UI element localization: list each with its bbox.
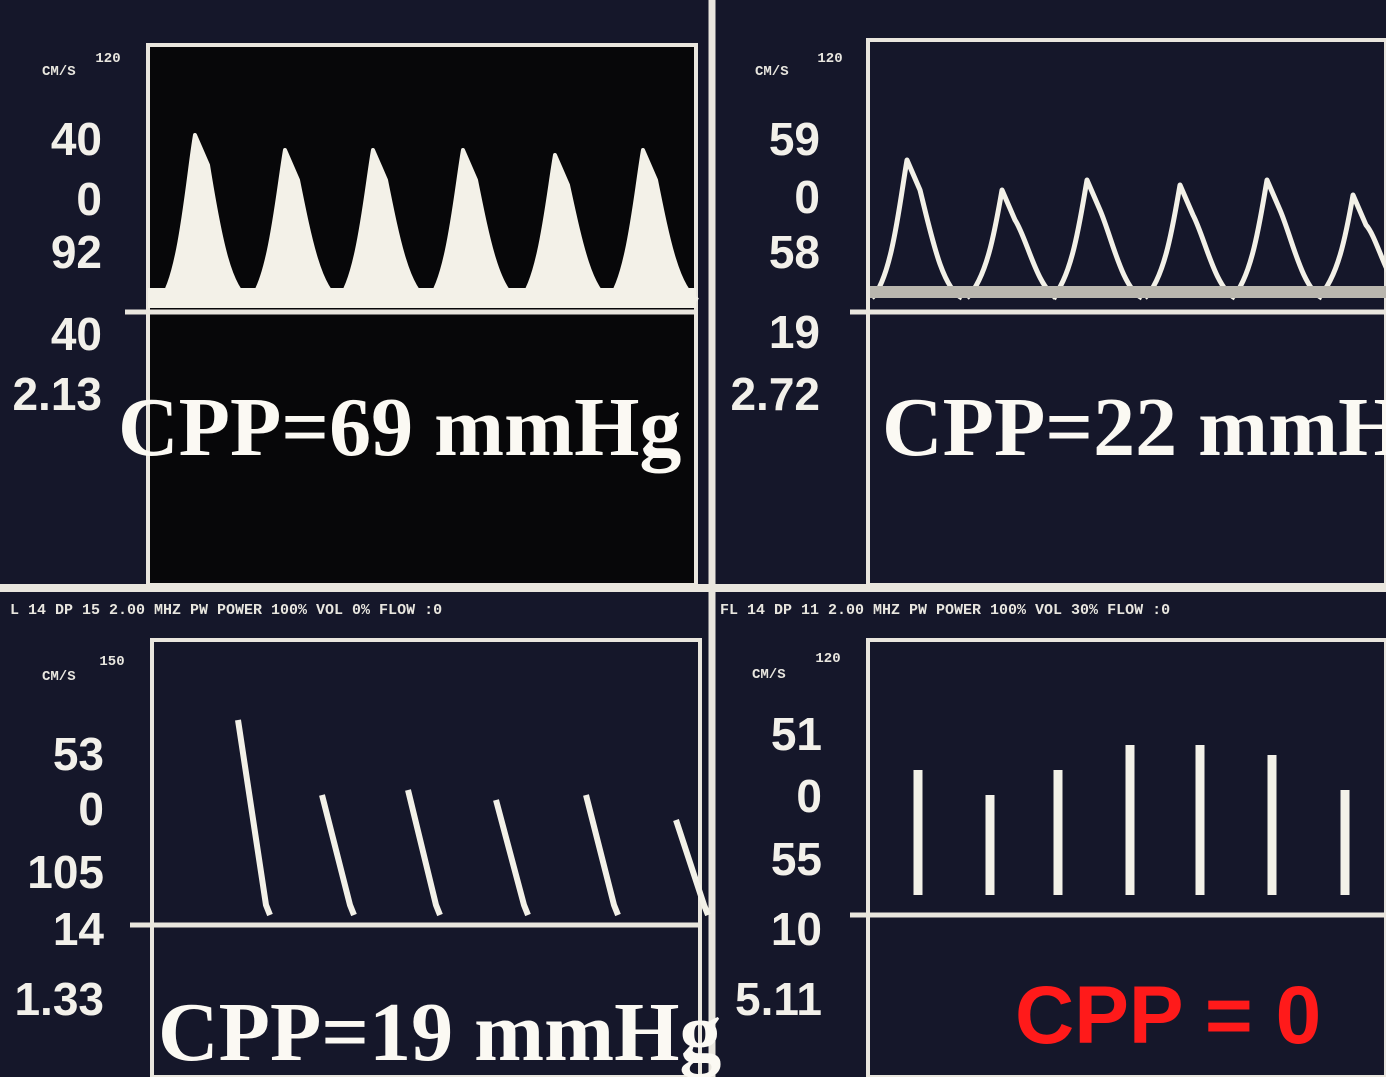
unit-label: CM/S: [755, 64, 789, 80]
readout: 53: [53, 728, 104, 780]
readout: 5.11: [735, 973, 822, 1025]
unit-label: CM/S: [42, 669, 76, 685]
readout: 59: [769, 113, 820, 165]
readout: 105: [27, 846, 104, 898]
readout: 19: [769, 306, 820, 358]
readout: 0: [796, 770, 822, 822]
readout: 40: [51, 308, 102, 360]
readout: 40: [51, 113, 102, 165]
panel-bg: [148, 45, 696, 585]
scale-label: 120: [817, 51, 842, 67]
readout: 2.72: [730, 368, 820, 420]
doppler-screens: 120CM/S40092402.13CPP=69 mmHg120CM/S5905…: [0, 0, 1386, 1077]
cpp-label: CPP=69 mmHg: [118, 381, 681, 474]
readout: 51: [771, 708, 822, 760]
baseline-band: [148, 288, 696, 308]
unit-label: CM/S: [752, 667, 786, 683]
header: FL 14 DP 11 2.00 MHZ PW POWER 100% VOL 3…: [720, 602, 1170, 619]
readout: 0: [78, 783, 104, 835]
readout: 0: [794, 171, 820, 223]
readout: 58: [769, 226, 820, 278]
cpp-label: CPP = 0: [1015, 970, 1321, 1061]
baseline-band: [870, 286, 1386, 298]
readout: 55: [771, 833, 822, 885]
readout: 10: [771, 903, 822, 955]
scale-label: 120: [95, 51, 120, 67]
scale-label: 150: [99, 654, 124, 670]
unit-label: CM/S: [42, 64, 76, 80]
readout: 14: [53, 903, 105, 955]
readout: 2.13: [12, 368, 102, 420]
readout: 92: [51, 226, 102, 278]
header: L 14 DP 15 2.00 MHZ PW POWER 100% VOL 0%…: [10, 602, 442, 619]
cpp-label: CPP=19 mmHg: [158, 986, 721, 1077]
scale-label: 120: [815, 651, 840, 667]
cpp-label: CPP=22 mmHg: [882, 381, 1386, 474]
readout: 0: [76, 173, 102, 225]
readout: 1.33: [14, 973, 104, 1025]
